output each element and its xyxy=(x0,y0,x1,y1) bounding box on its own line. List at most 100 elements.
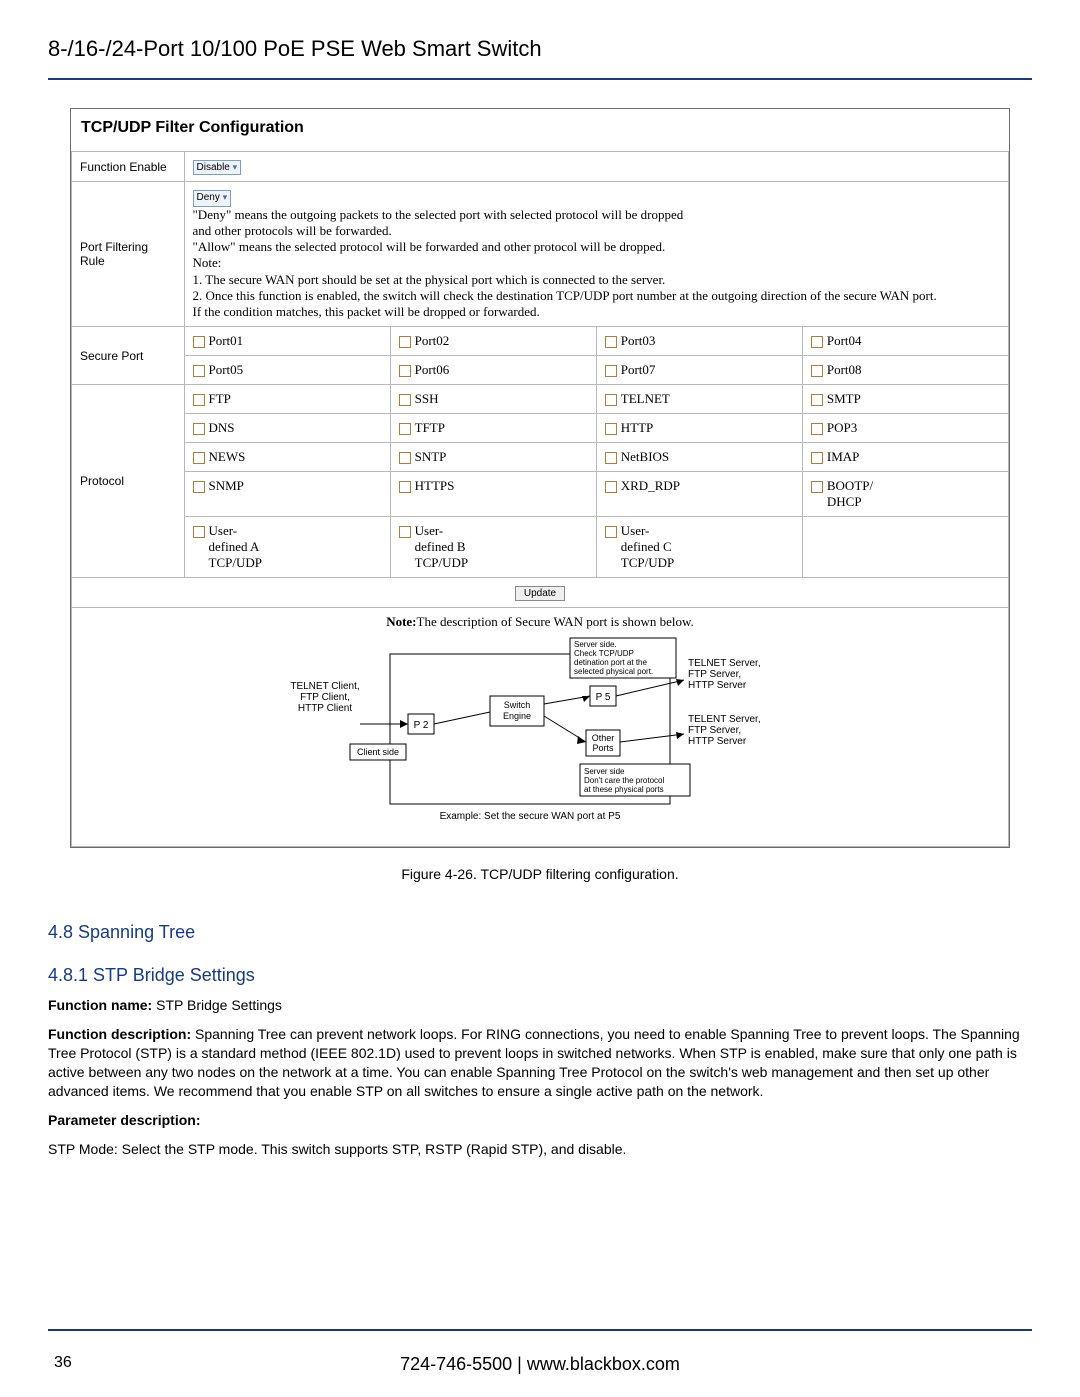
checkbox-icon[interactable] xyxy=(399,365,411,377)
secure-port-cell: Port07 xyxy=(596,356,802,385)
port-label: Port05 xyxy=(209,362,244,377)
note-text: The description of Secure WAN port is sh… xyxy=(417,614,694,629)
svg-text:FTP Server,: FTP Server, xyxy=(688,725,741,736)
secure-port-cell: Port04 xyxy=(802,327,1008,356)
secure-port-cell: Port06 xyxy=(390,356,596,385)
heading-4-8: 4.8 Spanning Tree xyxy=(48,922,1032,943)
checkbox-icon[interactable] xyxy=(399,336,411,348)
svg-text:P 5: P 5 xyxy=(596,692,611,703)
checkbox-icon[interactable] xyxy=(811,481,823,493)
checkbox-icon[interactable] xyxy=(399,526,411,538)
checkbox-icon[interactable] xyxy=(399,452,411,464)
protocol-name: TFTP xyxy=(415,420,445,435)
protocol-name: SMTP xyxy=(827,391,861,406)
protocol-name: SSH xyxy=(415,391,439,406)
checkbox-icon[interactable] xyxy=(399,481,411,493)
panel-title: TCP/UDP Filter Configuration xyxy=(71,109,1009,151)
port-label: Port06 xyxy=(415,362,450,377)
select-function-enable-value: Disable xyxy=(197,162,230,173)
checkbox-icon[interactable] xyxy=(193,394,205,406)
function-description-label: Function description: xyxy=(48,1026,191,1042)
cell-function-enable: Disable ▾ xyxy=(184,152,1009,182)
checkbox-icon[interactable] xyxy=(811,336,823,348)
checkbox-icon[interactable] xyxy=(399,394,411,406)
function-description-para: Function description: Spanning Tree can … xyxy=(48,1025,1032,1101)
port-label: Port02 xyxy=(415,333,450,348)
protocol-cell: User- defined A TCP/UDP xyxy=(184,517,390,578)
protocol-cell: SNTP xyxy=(390,443,596,472)
checkbox-icon[interactable] xyxy=(399,423,411,435)
checkbox-icon[interactable] xyxy=(811,452,823,464)
checkbox-icon[interactable] xyxy=(605,423,617,435)
checkbox-icon[interactable] xyxy=(605,394,617,406)
protocol-name: User- defined C TCP/UDP xyxy=(621,523,674,571)
doc-title: 8-/16-/24-Port 10/100 PoE PSE Web Smart … xyxy=(48,36,1032,62)
checkbox-icon[interactable] xyxy=(193,423,205,435)
checkbox-icon[interactable] xyxy=(811,365,823,377)
protocol-cell: BOOTP/ DHCP xyxy=(802,472,1008,517)
protocol-name: TELNET xyxy=(621,391,670,406)
checkbox-icon[interactable] xyxy=(193,452,205,464)
protocol-cell-empty xyxy=(802,517,1008,578)
secure-port-cell: Port05 xyxy=(184,356,390,385)
secure-port-cell: Port08 xyxy=(802,356,1008,385)
protocol-name: HTTPS xyxy=(415,478,455,493)
row-label-secure-port: Secure Port xyxy=(72,327,185,385)
page-number: 36 xyxy=(54,1354,72,1372)
svg-text:at these physical ports: at these physical ports xyxy=(584,785,664,794)
protocol-name: HTTP xyxy=(621,420,654,435)
secure-port-cell: Port01 xyxy=(184,327,390,356)
config-screenshot: TCP/UDP Filter Configuration Function En… xyxy=(70,108,1010,848)
pfr-line: "Allow" means the selected protocol will… xyxy=(193,239,666,254)
svg-text:Check TCP/UDP: Check TCP/UDP xyxy=(574,649,634,658)
page-footer: 36 724-746-5500 | www.blackbox.com xyxy=(48,1354,1032,1375)
protocol-cell: SNMP xyxy=(184,472,390,517)
checkbox-icon[interactable] xyxy=(605,452,617,464)
protocol-name: IMAP xyxy=(827,449,860,464)
svg-text:Example: Set the secure WAN po: Example: Set the secure WAN port at P5 xyxy=(440,811,621,822)
checkbox-icon[interactable] xyxy=(811,423,823,435)
protocol-cell: POP3 xyxy=(802,414,1008,443)
svg-text:HTTP Server: HTTP Server xyxy=(688,680,747,691)
checkbox-icon[interactable] xyxy=(811,394,823,406)
svg-text:HTTP Client: HTTP Client xyxy=(298,703,352,714)
protocol-cell: TFTP xyxy=(390,414,596,443)
svg-text:Client side: Client side xyxy=(357,747,399,757)
svg-text:selected physical port.: selected physical port. xyxy=(574,667,653,676)
svg-text:TELNET Server,: TELNET Server, xyxy=(688,658,761,669)
checkbox-icon[interactable] xyxy=(193,481,205,493)
protocol-cell: HTTP xyxy=(596,414,802,443)
chevron-down-icon: ▾ xyxy=(233,162,238,172)
protocol-name: NEWS xyxy=(209,449,246,464)
svg-text:Server side.: Server side. xyxy=(574,640,617,649)
wan-diagram: TELNET Client, FTP Client, HTTP Client P… xyxy=(280,634,800,834)
port-label: Port08 xyxy=(827,362,862,377)
checkbox-icon[interactable] xyxy=(605,365,617,377)
function-name-line: Function name: STP Bridge Settings xyxy=(48,996,1032,1015)
update-button[interactable]: Update xyxy=(515,586,565,601)
footer-rule xyxy=(48,1329,1032,1331)
checkbox-icon[interactable] xyxy=(605,336,617,348)
checkbox-icon[interactable] xyxy=(193,365,205,377)
protocol-name: SNMP xyxy=(209,478,244,493)
checkbox-icon[interactable] xyxy=(605,526,617,538)
svg-text:Switch: Switch xyxy=(504,700,531,710)
note-row: Note:The description of Secure WAN port … xyxy=(72,608,1009,847)
protocol-name: DNS xyxy=(209,420,235,435)
checkbox-icon[interactable] xyxy=(193,336,205,348)
pfr-line: Note: xyxy=(193,255,222,270)
svg-text:FTP Client,: FTP Client, xyxy=(300,692,350,703)
select-port-filtering[interactable]: Deny ▾ xyxy=(193,190,232,207)
checkbox-icon[interactable] xyxy=(605,481,617,493)
port-label: Port04 xyxy=(827,333,862,348)
pfr-line: If the condition matches, this packet wi… xyxy=(193,304,540,319)
select-function-enable[interactable]: Disable ▾ xyxy=(193,160,242,175)
svg-text:Ports: Ports xyxy=(592,743,614,753)
secure-port-cell: Port03 xyxy=(596,327,802,356)
pfr-line: 2. Once this function is enabled, the sw… xyxy=(193,288,937,303)
protocol-cell: FTP xyxy=(184,385,390,414)
svg-text:Other: Other xyxy=(592,733,615,743)
checkbox-icon[interactable] xyxy=(193,526,205,538)
port-label: Port01 xyxy=(209,333,244,348)
function-name-value: STP Bridge Settings xyxy=(152,997,282,1013)
